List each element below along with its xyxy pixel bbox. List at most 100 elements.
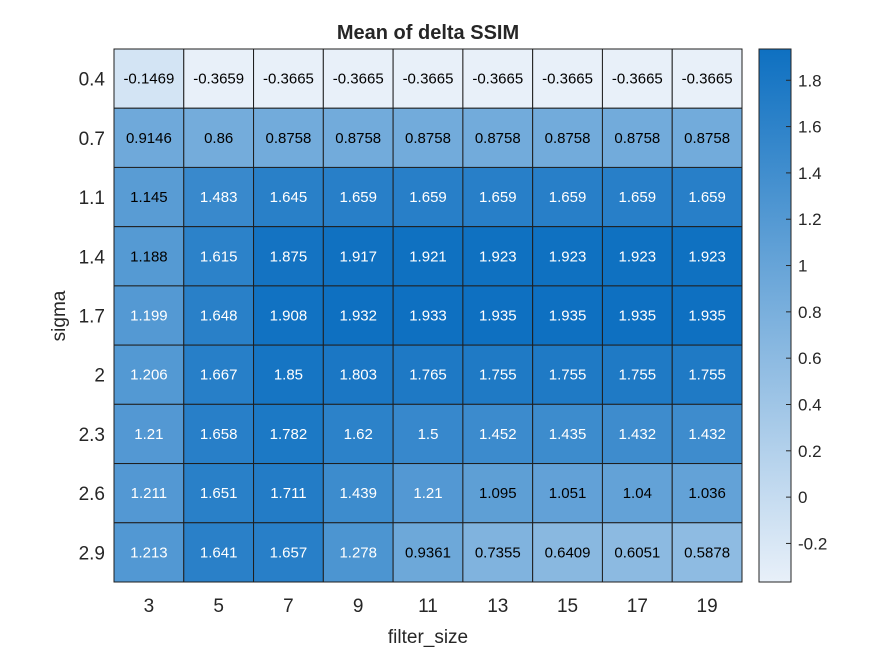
cell-value-label: 1.667 (200, 367, 238, 384)
cell-value-label: 0.86 (204, 130, 233, 147)
cell-value-label: 0.8758 (475, 130, 521, 147)
cell-value-label: 1.935 (619, 308, 657, 325)
cell-value-label: 1.435 (549, 426, 587, 443)
x-axis-label: filter_size (388, 627, 468, 648)
y-tick-label: 1.7 (79, 307, 105, 328)
colorbar-tick-label: 0.4 (798, 395, 822, 414)
colorbar-tick-label: 0 (798, 488, 807, 507)
cell-value-label: 0.9146 (126, 130, 172, 147)
cell-value-label: 1.439 (339, 485, 377, 502)
heatmap-cell (253, 166, 324, 228)
heatmap-cell (532, 285, 603, 346)
cell-value-label: 1.755 (688, 367, 726, 384)
heatmap-cell (671, 344, 743, 405)
heatmap-cells (113, 48, 743, 583)
heatmap-cell (253, 107, 324, 168)
cell-value-label: 1.875 (270, 248, 308, 265)
heatmap-cell (113, 522, 185, 583)
cell-value-label: 1.932 (339, 308, 377, 325)
cell-value-label: -0.3665 (263, 71, 314, 88)
heatmap-cell (392, 463, 464, 524)
heatmap-cell (253, 48, 324, 109)
cell-value-label: 1.935 (549, 308, 587, 325)
cell-value-label: 1.211 (131, 485, 167, 502)
x-tick-labels: 3 5 7 9 11 13 15 17 19 (144, 596, 718, 617)
heatmap-cell (322, 522, 394, 583)
cell-value-label: 1.923 (549, 248, 587, 265)
x-tick-label: 5 (213, 596, 224, 617)
cell-value-label: 1.755 (549, 367, 587, 384)
heatmap-cell (322, 463, 394, 524)
heatmap-cell (183, 48, 255, 109)
cell-value-label: 1.145 (130, 189, 168, 206)
cell-value-label: 0.8758 (614, 130, 660, 147)
heatmap-cell (462, 463, 534, 524)
cell-value-label: 1.645 (270, 189, 308, 206)
cell-value-label: 0.5878 (684, 544, 730, 561)
cell-value-label: 0.9361 (405, 544, 451, 561)
colorbar-tick-label: 0.6 (798, 349, 822, 368)
cell-value-label: -0.3665 (333, 71, 384, 88)
heatmap-cell (183, 403, 255, 465)
heatmap-cell (253, 522, 324, 583)
colorbar-tick-label: 1.4 (798, 164, 822, 183)
cell-value-label: 0.8758 (335, 130, 381, 147)
cell-value-label: 1.036 (688, 485, 726, 502)
cell-value-label: 1.917 (339, 248, 377, 265)
cell-value-label: 1.199 (130, 308, 168, 325)
cell-value-label: -0.3665 (472, 71, 523, 88)
cell-value-label: 1.648 (200, 308, 238, 325)
heatmap-cell (532, 166, 603, 228)
cell-value-label: 1.935 (479, 308, 517, 325)
heatmap-cell (253, 463, 324, 524)
heatmap-cell (462, 344, 534, 405)
x-tick-label: 9 (353, 596, 364, 617)
heatmap-cell (322, 48, 394, 109)
y-tick-label: 0.7 (79, 129, 105, 150)
cell-value-label: -0.3665 (612, 71, 663, 88)
heatmap-cell (462, 285, 534, 346)
heatmap-cell (532, 463, 603, 524)
cell-value-label: 1.5 (418, 426, 439, 443)
cell-value-label: 1.615 (200, 248, 238, 265)
colorbar-tick-label: 0.2 (798, 442, 822, 461)
colorbar-tick-label: 1.6 (798, 118, 822, 137)
heatmap-cell (113, 226, 185, 287)
colorbar-tick-label: -0.2 (798, 534, 827, 553)
heatmap-cell (113, 107, 185, 168)
cell-value-label: -0.1469 (123, 71, 174, 88)
cell-value-label: 1.755 (479, 367, 517, 384)
heatmap-cell (392, 403, 464, 465)
heatmap-cell (113, 48, 185, 109)
cell-value-label: 1.62 (344, 426, 373, 443)
cell-value-label: 1.923 (688, 248, 726, 265)
x-tick-label: 11 (418, 596, 438, 617)
cell-value-label: 1.657 (270, 544, 308, 561)
cell-value-label: 1.278 (339, 544, 377, 561)
cell-value-label: 1.659 (479, 189, 517, 206)
cell-value-label: 1.659 (339, 189, 377, 206)
x-tick-label: 19 (697, 596, 718, 617)
cell-value-label: 1.188 (130, 248, 168, 265)
heatmap-cell (183, 285, 255, 346)
heatmap-cell (113, 285, 185, 346)
heatmap-cell (671, 226, 743, 287)
heatmap-cell (392, 107, 464, 168)
cell-value-label: -0.3665 (403, 71, 454, 88)
cell-value-label: 1.051 (549, 485, 587, 502)
cell-value-label: 1.651 (200, 485, 238, 502)
cell-value-label: -0.3659 (193, 71, 244, 88)
y-tick-labels: 0.4 0.7 1.1 1.4 1.7 2 2.3 2.6 2.9 (79, 70, 106, 565)
cell-value-label: 1.213 (130, 544, 168, 561)
heatmap-cell (253, 344, 324, 405)
x-tick-label: 7 (283, 596, 294, 617)
cell-value-label: 1.921 (409, 248, 447, 265)
cell-value-label: 1.452 (479, 426, 517, 443)
y-tick-label: 2.6 (79, 484, 105, 505)
heatmap-cell (322, 226, 394, 287)
colorbar-tick-label: 1.2 (798, 210, 822, 229)
cell-value-label: 0.8758 (684, 130, 730, 147)
colorbar-tick-label: 1.8 (798, 71, 822, 90)
cell-value-label: 1.641 (200, 544, 238, 561)
